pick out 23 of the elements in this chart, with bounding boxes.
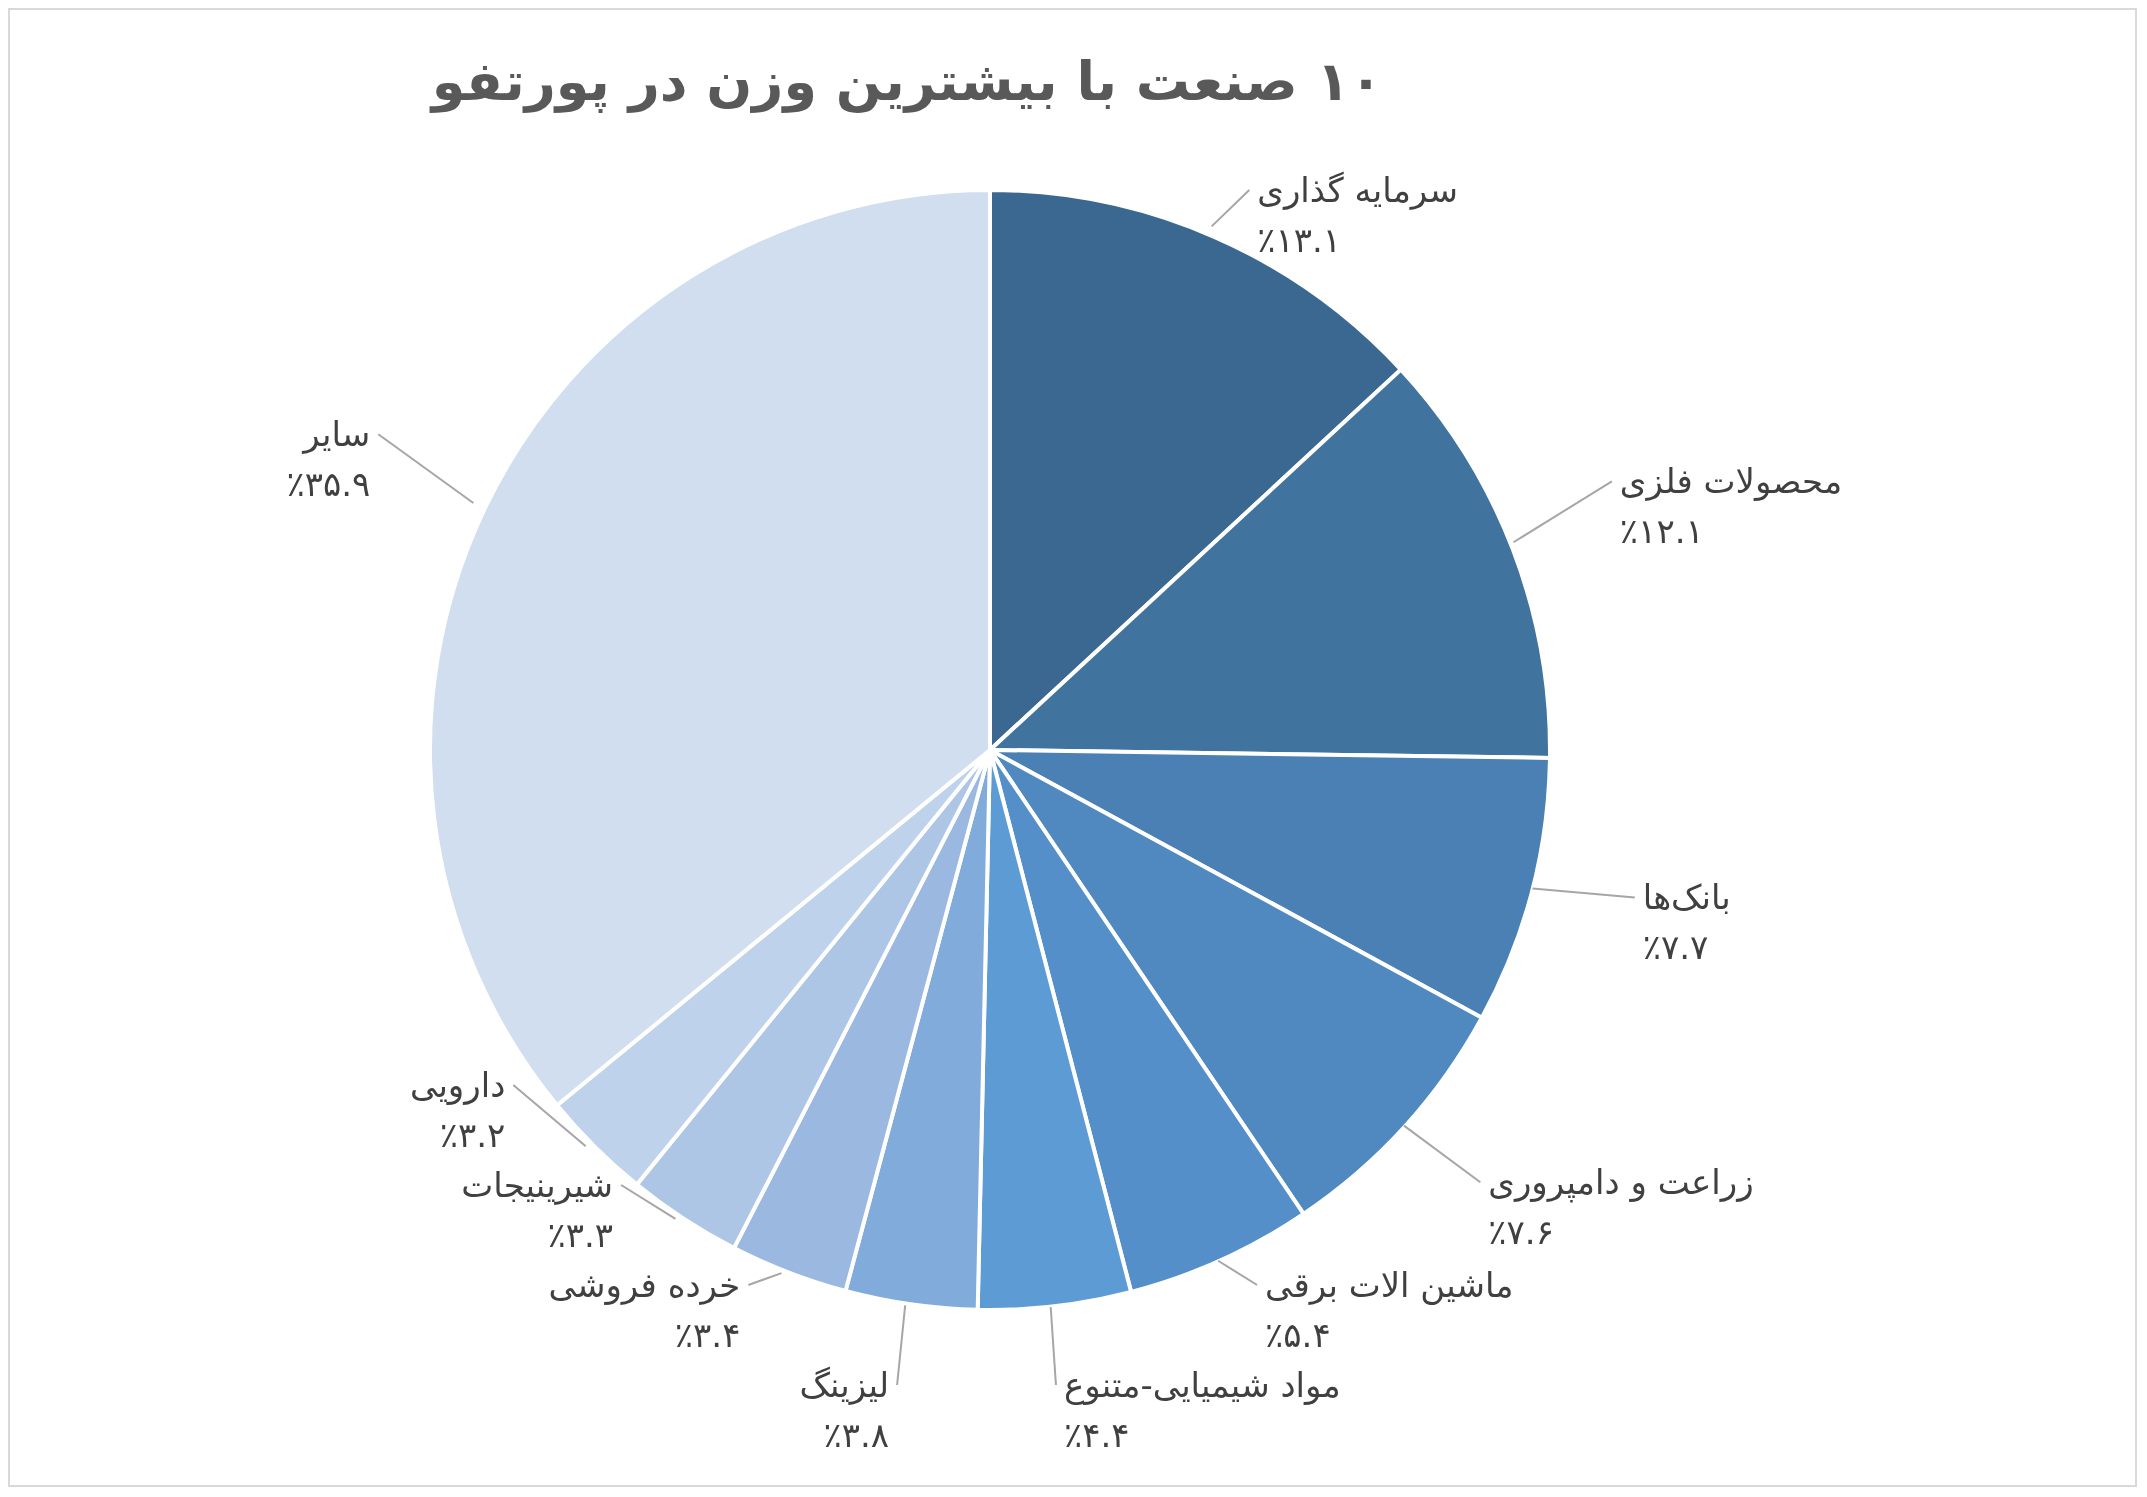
- slice-label: سایر: [301, 414, 371, 456]
- slice-label: مواد شیمیایی-متنوع: [1063, 1365, 1341, 1406]
- slice-label: خرده فروشی: [548, 1265, 741, 1306]
- data-label: ٪۷.۶: [1488, 1212, 1554, 1253]
- data-label: ٪۱۲.۱: [1619, 511, 1704, 552]
- slice-label: بانک‌ها: [1642, 877, 1731, 918]
- slice-label: محصولات فلزی: [1619, 461, 1843, 503]
- slice-label: دارویی: [410, 1065, 506, 1106]
- slice-label: زراعت و دامپروری: [1488, 1162, 1754, 1204]
- data-label: ٪۳.۸: [823, 1415, 890, 1455]
- data-label: ٪۴.۴: [1063, 1415, 1130, 1455]
- chart-title: ۱۰ صنعت با بیشترین وزن در پورتفو: [428, 50, 1384, 113]
- slice-label: سرمایه گذاری: [1257, 170, 1459, 211]
- slice-label: لیزینگ: [799, 1365, 890, 1406]
- data-label: ٪۳.۴: [674, 1315, 741, 1355]
- data-label: ٪۳۵.۹: [286, 464, 371, 505]
- slice-label: شیرینیجات: [461, 1165, 614, 1206]
- data-label: ٪۱۳.۱: [1257, 220, 1342, 260]
- slice-label: ماشین الات برقی: [1265, 1265, 1514, 1306]
- data-label: ٪۷.۷: [1642, 927, 1709, 968]
- data-label: ٪۳.۳: [547, 1215, 614, 1255]
- data-label: ٪۵.۴: [1265, 1315, 1331, 1355]
- data-label: ٪۳.۲: [439, 1115, 506, 1155]
